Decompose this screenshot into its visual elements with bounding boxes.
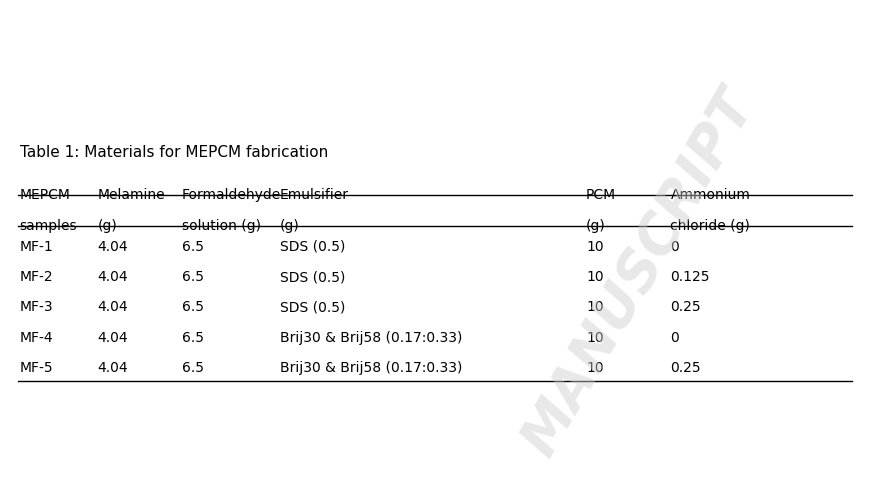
Text: 4.04: 4.04 — [98, 331, 128, 345]
Text: samples: samples — [20, 219, 77, 233]
Text: 4.04: 4.04 — [98, 270, 128, 284]
Text: MEPCM: MEPCM — [20, 188, 70, 202]
Text: SDS (0.5): SDS (0.5) — [280, 240, 345, 254]
Text: Emulsifier: Emulsifier — [280, 188, 349, 202]
Text: 0.25: 0.25 — [670, 361, 701, 375]
Text: Formaldehyde: Formaldehyde — [182, 188, 281, 202]
Text: MF-4: MF-4 — [20, 331, 53, 345]
Text: 4.04: 4.04 — [98, 300, 128, 314]
Text: chloride (g): chloride (g) — [670, 219, 750, 233]
Text: Brij30 & Brij58 (0.17:0.33): Brij30 & Brij58 (0.17:0.33) — [280, 361, 462, 375]
Text: 6.5: 6.5 — [182, 270, 204, 284]
Text: MF-5: MF-5 — [20, 361, 53, 375]
Text: 10: 10 — [586, 270, 604, 284]
Text: Table 1: Materials for MEPCM fabrication: Table 1: Materials for MEPCM fabrication — [20, 145, 328, 160]
Text: (g): (g) — [586, 219, 606, 233]
Text: MF-3: MF-3 — [20, 300, 53, 314]
Text: 0.125: 0.125 — [670, 270, 710, 284]
Text: 0.25: 0.25 — [670, 300, 701, 314]
Text: SDS (0.5): SDS (0.5) — [280, 270, 345, 284]
Text: 6.5: 6.5 — [182, 240, 204, 254]
Text: MF-1: MF-1 — [20, 240, 53, 254]
Text: (g): (g) — [280, 219, 299, 233]
Text: Melamine: Melamine — [98, 188, 165, 202]
Text: 10: 10 — [586, 300, 604, 314]
Text: MANUSCRIPT: MANUSCRIPT — [513, 81, 765, 465]
Text: 0: 0 — [670, 240, 679, 254]
Text: 6.5: 6.5 — [182, 361, 204, 375]
Text: 4.04: 4.04 — [98, 361, 128, 375]
Text: PCM: PCM — [586, 188, 616, 202]
Text: Brij30 & Brij58 (0.17:0.33): Brij30 & Brij58 (0.17:0.33) — [280, 331, 462, 345]
Text: 10: 10 — [586, 331, 604, 345]
Text: 10: 10 — [586, 240, 604, 254]
Text: 0: 0 — [670, 331, 679, 345]
Text: SDS (0.5): SDS (0.5) — [280, 300, 345, 314]
Text: MF-2: MF-2 — [20, 270, 53, 284]
Text: 6.5: 6.5 — [182, 300, 204, 314]
Text: (g): (g) — [98, 219, 117, 233]
Text: solution (g): solution (g) — [182, 219, 261, 233]
Text: 4.04: 4.04 — [98, 240, 128, 254]
Text: 6.5: 6.5 — [182, 331, 204, 345]
Text: 10: 10 — [586, 361, 604, 375]
Text: Ammonium: Ammonium — [670, 188, 750, 202]
